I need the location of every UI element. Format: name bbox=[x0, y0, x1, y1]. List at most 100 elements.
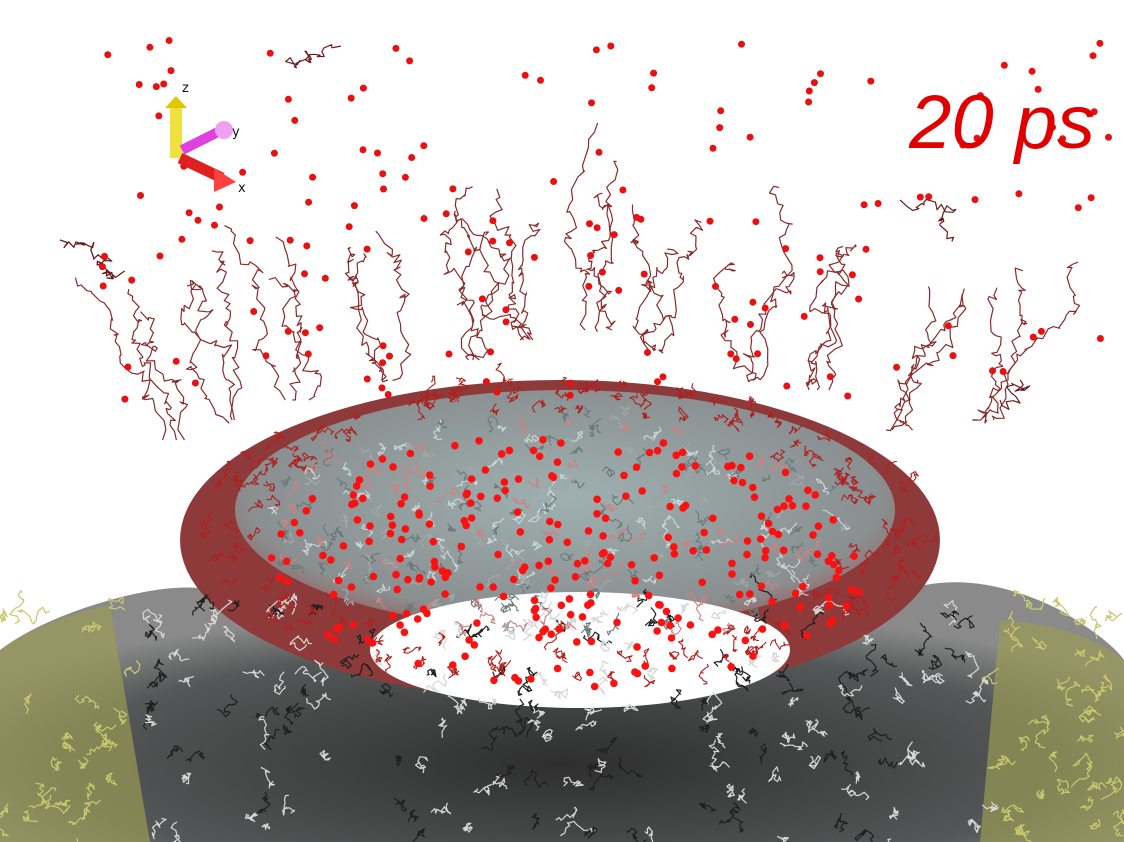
ion bbox=[587, 637, 596, 646]
chain bbox=[1018, 735, 1030, 751]
chain bbox=[0, 608, 8, 623]
ion bbox=[615, 286, 623, 294]
chain bbox=[402, 534, 420, 544]
ion bbox=[730, 476, 738, 485]
ion bbox=[761, 553, 769, 562]
chain bbox=[811, 719, 828, 737]
chain bbox=[113, 707, 128, 725]
chain bbox=[767, 411, 775, 419]
ion bbox=[745, 452, 754, 461]
chain bbox=[341, 513, 349, 528]
chain bbox=[928, 654, 943, 670]
ion bbox=[156, 252, 164, 260]
chain bbox=[850, 476, 859, 486]
chain bbox=[459, 698, 468, 711]
chain bbox=[630, 204, 675, 354]
ions bbox=[98, 37, 1112, 691]
chain bbox=[17, 606, 50, 625]
chain bbox=[542, 501, 557, 515]
chain bbox=[826, 244, 857, 391]
chain bbox=[304, 476, 321, 486]
time-label: 20 ps bbox=[908, 80, 1095, 165]
chain bbox=[768, 766, 782, 783]
chain bbox=[28, 787, 57, 809]
ion bbox=[489, 237, 497, 245]
ion bbox=[644, 349, 651, 356]
chain bbox=[563, 776, 584, 787]
ion bbox=[380, 185, 387, 193]
ion bbox=[425, 471, 434, 480]
ion bbox=[749, 483, 757, 492]
ion bbox=[712, 282, 719, 290]
chain bbox=[1001, 804, 1025, 814]
chain bbox=[415, 756, 429, 774]
chain bbox=[255, 706, 280, 720]
chain bbox=[766, 579, 780, 590]
chain bbox=[300, 683, 309, 697]
chain bbox=[640, 391, 652, 411]
ion bbox=[137, 192, 144, 199]
chain bbox=[52, 799, 71, 807]
ion bbox=[1000, 61, 1008, 69]
ion bbox=[553, 458, 562, 467]
chain bbox=[321, 441, 333, 457]
chain bbox=[897, 741, 913, 766]
ion bbox=[761, 546, 770, 555]
chain bbox=[208, 552, 236, 563]
chain bbox=[240, 473, 260, 488]
ion bbox=[590, 682, 599, 691]
ion bbox=[749, 298, 757, 306]
chain bbox=[889, 528, 901, 540]
chain bbox=[277, 597, 296, 609]
ion bbox=[547, 584, 555, 592]
ion bbox=[378, 384, 386, 392]
chain bbox=[779, 741, 808, 751]
ion bbox=[791, 589, 800, 598]
chain bbox=[127, 288, 177, 441]
chain bbox=[668, 651, 680, 660]
chain bbox=[470, 625, 490, 639]
chain bbox=[788, 697, 799, 707]
ion bbox=[121, 395, 129, 403]
ion bbox=[728, 570, 736, 578]
chain bbox=[546, 480, 556, 503]
chain bbox=[318, 561, 328, 576]
chain bbox=[698, 663, 709, 685]
ion bbox=[622, 492, 630, 501]
chain bbox=[881, 518, 892, 538]
chain bbox=[836, 472, 846, 484]
ion bbox=[451, 441, 459, 450]
ion bbox=[305, 198, 313, 206]
chain bbox=[1056, 779, 1071, 795]
chain bbox=[841, 784, 870, 801]
chain bbox=[859, 561, 868, 575]
chain bbox=[736, 671, 751, 684]
ion bbox=[1096, 335, 1104, 342]
chain bbox=[617, 757, 644, 777]
ion bbox=[553, 664, 562, 673]
chain bbox=[840, 750, 854, 776]
chain bbox=[505, 544, 525, 558]
ion bbox=[284, 327, 292, 335]
chain bbox=[1052, 597, 1070, 617]
chain bbox=[760, 520, 768, 532]
chain bbox=[698, 491, 708, 506]
ion bbox=[301, 270, 308, 278]
chain bbox=[232, 542, 245, 554]
chain bbox=[898, 672, 913, 687]
chain bbox=[24, 693, 32, 714]
chain bbox=[619, 405, 631, 416]
chain bbox=[732, 634, 738, 653]
chain bbox=[914, 648, 924, 656]
ion bbox=[563, 538, 572, 547]
chain bbox=[456, 480, 478, 487]
chain bbox=[304, 466, 321, 480]
chain bbox=[263, 609, 280, 623]
ion bbox=[359, 146, 367, 154]
ion bbox=[824, 593, 832, 602]
ion bbox=[467, 475, 476, 483]
chain bbox=[395, 755, 403, 767]
chain bbox=[353, 410, 361, 420]
ion bbox=[855, 295, 863, 303]
